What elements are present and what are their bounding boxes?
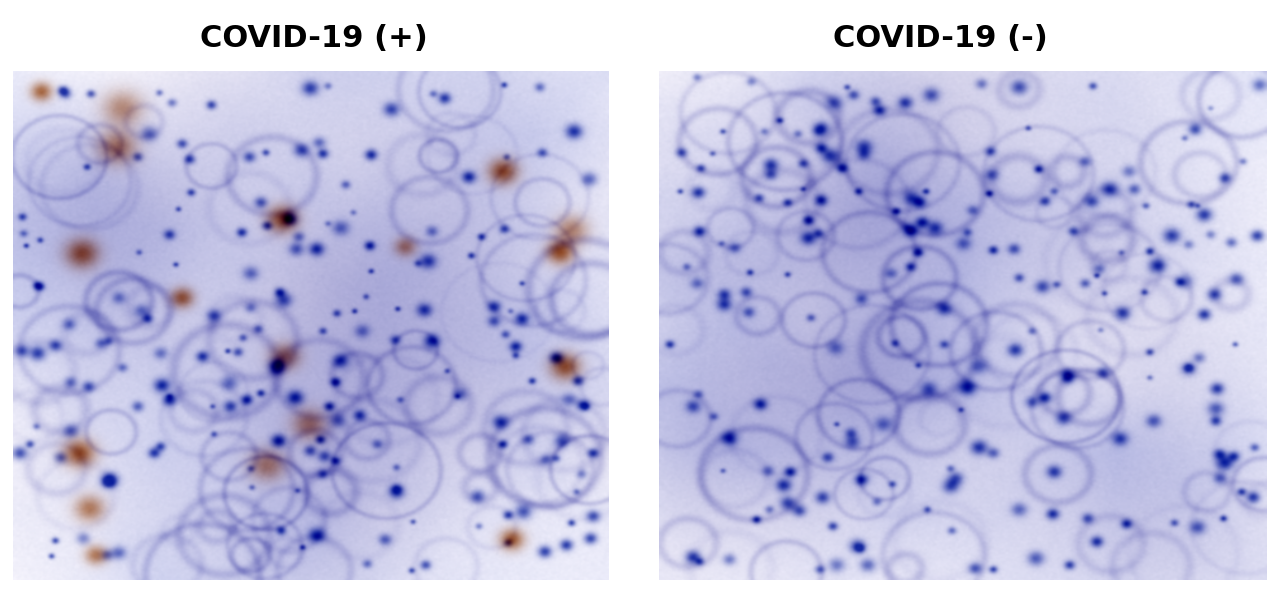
Text: COVID-19 (-): COVID-19 (-) (833, 24, 1048, 53)
Text: COVID-19 (+): COVID-19 (+) (200, 24, 428, 53)
